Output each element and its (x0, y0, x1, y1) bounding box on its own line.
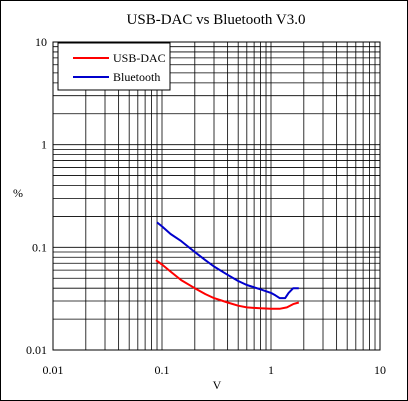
tick-labels: 0.01 0.1 1 10 10 1 0.1 0.01 (26, 35, 386, 377)
y-tick-label: 0.01 (26, 343, 47, 357)
x-tick-label: 10 (374, 363, 386, 377)
y-tick-label: 10 (35, 35, 47, 49)
legend-label-usb-dac: USB-DAC (113, 51, 166, 65)
plot-border (52, 41, 381, 351)
legend-box (57, 42, 171, 91)
x-tick-label: 1 (268, 363, 274, 377)
grid (53, 42, 380, 350)
x-tick-label: 0.01 (43, 363, 64, 377)
x-axis-label: V (213, 378, 222, 392)
y-tick-label: 0.1 (32, 240, 47, 254)
series-line-usb-dac (155, 259, 300, 310)
y-axis-label: % (13, 186, 23, 200)
legend-label-bluetooth: Bluetooth (113, 70, 160, 84)
series-line-bluetooth (156, 221, 299, 300)
series-layer (155, 221, 300, 310)
legend: USB-DAC Bluetooth (57, 42, 171, 91)
y-tick-label: 1 (41, 138, 47, 152)
chart-title: USB-DAC vs Bluetooth V3.0 (127, 12, 306, 28)
x-tick-label: 0.1 (155, 363, 170, 377)
